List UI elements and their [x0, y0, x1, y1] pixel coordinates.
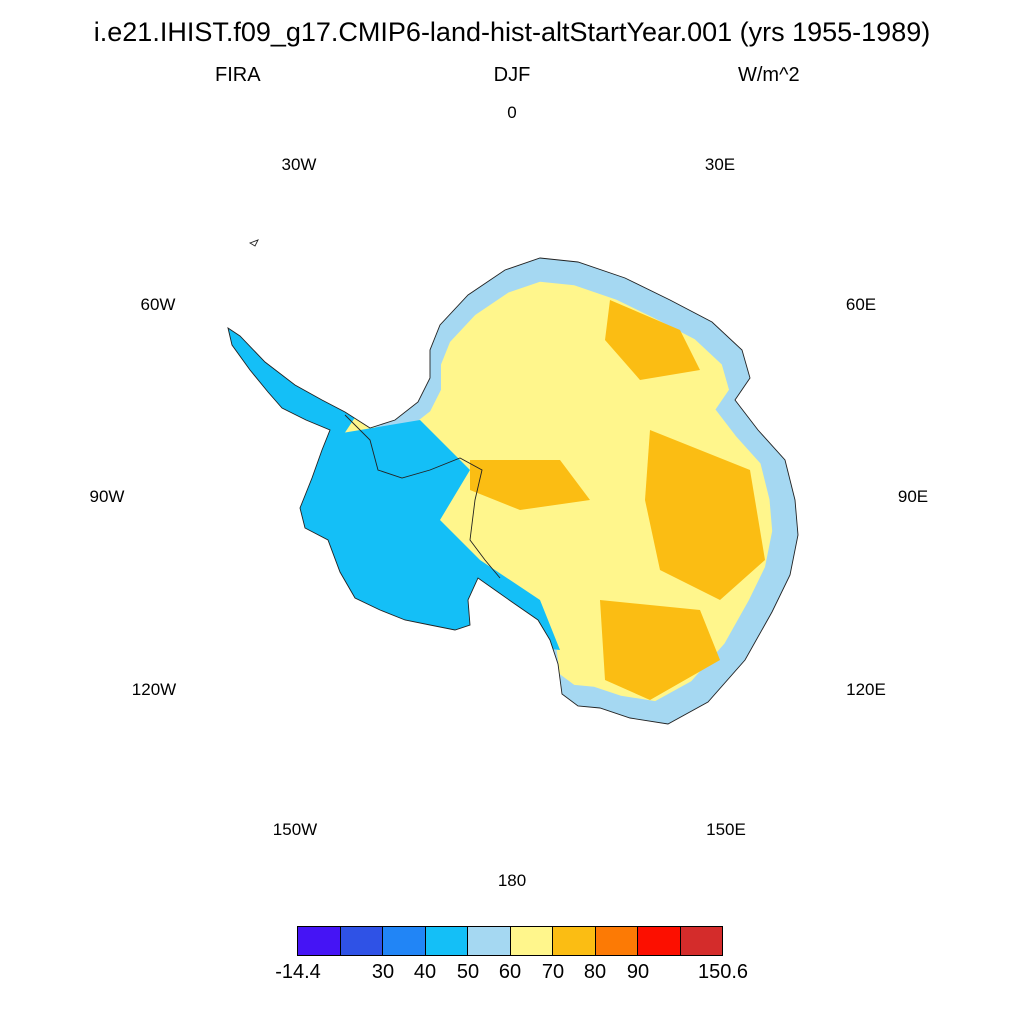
lon-label-90w: 90W — [89, 487, 125, 506]
field-high-patch — [600, 600, 720, 700]
units-label: W/m^2 — [738, 64, 800, 86]
lon-label-30e: 30E — [704, 155, 736, 174]
lon-label-150e: 150E — [706, 820, 746, 839]
field-cells — [228, 258, 798, 724]
variable-name: FIRA — [215, 64, 261, 86]
colorbar-label: 30 — [371, 961, 395, 983]
plot-title: i.e21.IHIST.f09_g17.CMIP6-land-hist-altS… — [93, 17, 931, 47]
colorbar-box — [552, 926, 596, 956]
field-peninsula — [228, 320, 360, 440]
colorbar-box — [467, 926, 511, 956]
lon-label-0: 0 — [507, 103, 517, 122]
colorbar-label: 60 — [498, 961, 522, 983]
island-outline — [248, 239, 259, 247]
coastline — [227, 257, 799, 725]
field-high-patch — [605, 300, 700, 380]
colorbar-box — [637, 926, 681, 956]
lon-label-120w: 120W — [131, 680, 177, 699]
field-high-patch — [470, 460, 590, 510]
lon-label-150w: 150W — [272, 820, 318, 839]
colorbar-box — [382, 926, 426, 956]
colorbar-box — [679, 926, 723, 956]
colorbar-label: 90 — [626, 961, 650, 983]
colorbar-box — [297, 926, 341, 956]
lon-label-120e: 120E — [846, 680, 886, 699]
colorbar-label: 80 — [583, 961, 607, 983]
lon-label-90e: 90E — [897, 487, 929, 506]
colorbar-box — [594, 926, 638, 956]
lon-label-180: 180 — [497, 871, 527, 890]
ice-shelf-line — [344, 414, 501, 579]
lon-label-60e: 60E — [845, 295, 877, 314]
colorbar-box — [509, 926, 553, 956]
season-label: DJF — [493, 64, 531, 86]
lon-label-30w: 30W — [281, 155, 317, 174]
colorbar-label: -14.4 — [275, 961, 321, 983]
colorbar — [297, 926, 723, 956]
colorbar-box — [339, 926, 383, 956]
colorbar-label: 50 — [456, 961, 480, 983]
colorbar-label: 150.6 — [697, 961, 749, 983]
colorbar-label: 70 — [541, 961, 565, 983]
field-high-patch — [645, 430, 765, 600]
colorbar-box — [424, 926, 468, 956]
colorbar-label: 40 — [413, 961, 437, 983]
lon-label-60w: 60W — [140, 295, 176, 314]
